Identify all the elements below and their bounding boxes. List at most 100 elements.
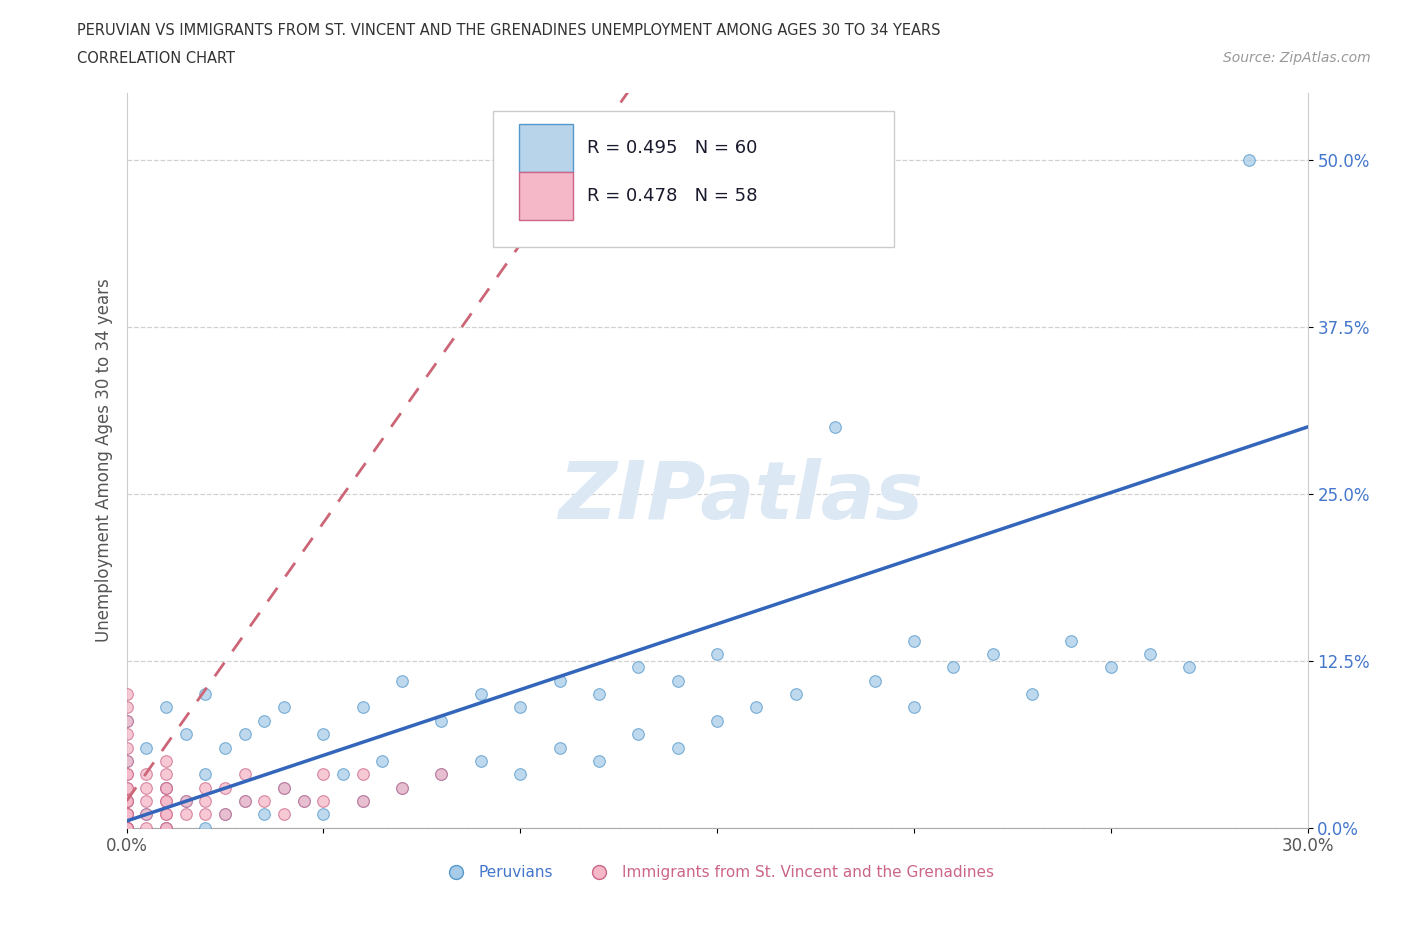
Point [115, 767, 138, 782]
Point [194, 820, 217, 835]
Point [312, 726, 335, 741]
Point [194, 686, 217, 701]
Text: PERUVIAN VS IMMIGRANTS FROM ST. VINCENT AND THE GRENADINES UNEMPLOYMENT AMONG AG: PERUVIAN VS IMMIGRANTS FROM ST. VINCENT … [77, 23, 941, 38]
Point [155, 807, 177, 822]
Point [588, 686, 610, 701]
Point [135, 820, 157, 835]
Point [253, 807, 276, 822]
Point [174, 793, 197, 808]
FancyBboxPatch shape [519, 124, 574, 172]
Point [1060, 633, 1083, 648]
Point [332, 767, 354, 782]
Point [155, 780, 177, 795]
Point [214, 740, 236, 755]
Point [115, 820, 138, 835]
Point [233, 793, 256, 808]
Point [135, 767, 157, 782]
Point [352, 700, 374, 715]
Point [174, 793, 197, 808]
Point [115, 753, 138, 768]
FancyBboxPatch shape [519, 172, 574, 220]
Point [292, 793, 315, 808]
Point [430, 713, 453, 728]
Point [135, 807, 157, 822]
Point [391, 780, 413, 795]
Point [942, 660, 965, 675]
Point [214, 807, 236, 822]
Point [903, 700, 925, 715]
Text: R = 0.478   N = 58: R = 0.478 N = 58 [588, 187, 758, 205]
Point [115, 686, 138, 701]
Point [115, 780, 138, 795]
Point [115, 767, 138, 782]
Point [214, 807, 236, 822]
Point [548, 673, 571, 688]
Y-axis label: Unemployment Among Ages 30 to 34 years: Unemployment Among Ages 30 to 34 years [94, 278, 112, 643]
Point [115, 793, 138, 808]
Point [115, 713, 138, 728]
Point [155, 793, 177, 808]
Point [135, 793, 157, 808]
Point [292, 793, 315, 808]
Point [115, 807, 138, 822]
Text: CORRELATION CHART: CORRELATION CHART [77, 51, 235, 66]
Point [115, 780, 138, 795]
Point [352, 767, 374, 782]
Point [666, 740, 689, 755]
FancyBboxPatch shape [492, 112, 894, 247]
Point [155, 820, 177, 835]
Point [1139, 646, 1161, 661]
Point [115, 807, 138, 822]
Point [155, 807, 177, 822]
Text: R = 0.495   N = 60: R = 0.495 N = 60 [588, 140, 758, 157]
Point [115, 740, 138, 755]
Point [135, 740, 157, 755]
Point [312, 793, 335, 808]
Point [1178, 660, 1201, 675]
Point [174, 726, 197, 741]
Point [115, 807, 138, 822]
Point [194, 807, 217, 822]
Point [115, 820, 138, 835]
Point [273, 780, 295, 795]
Point [115, 820, 138, 835]
Point [863, 673, 886, 688]
Point [233, 767, 256, 782]
Point [155, 793, 177, 808]
Point [548, 740, 571, 755]
Point [115, 820, 138, 835]
Point [903, 633, 925, 648]
Point [233, 793, 256, 808]
Point [371, 753, 394, 768]
Point [253, 713, 276, 728]
Point [588, 753, 610, 768]
Text: ZIPatlas: ZIPatlas [558, 458, 924, 536]
Point [155, 780, 177, 795]
Point [706, 713, 728, 728]
Point [391, 673, 413, 688]
Point [214, 780, 236, 795]
Point [1099, 660, 1122, 675]
Point [135, 780, 157, 795]
Point [273, 700, 295, 715]
Point [352, 793, 374, 808]
Point [115, 793, 138, 808]
Point [785, 686, 807, 701]
Point [135, 807, 157, 822]
Point [666, 673, 689, 688]
Point [391, 780, 413, 795]
Point [155, 820, 177, 835]
Point [194, 793, 217, 808]
Point [115, 753, 138, 768]
Point [253, 793, 276, 808]
Point [430, 767, 453, 782]
Point [273, 807, 295, 822]
Point [155, 820, 177, 835]
Point [745, 700, 768, 715]
Text: Source: ZipAtlas.com: Source: ZipAtlas.com [1223, 51, 1371, 65]
Point [627, 660, 650, 675]
Point [115, 820, 138, 835]
Point [312, 767, 335, 782]
Point [115, 700, 138, 715]
Point [430, 767, 453, 782]
